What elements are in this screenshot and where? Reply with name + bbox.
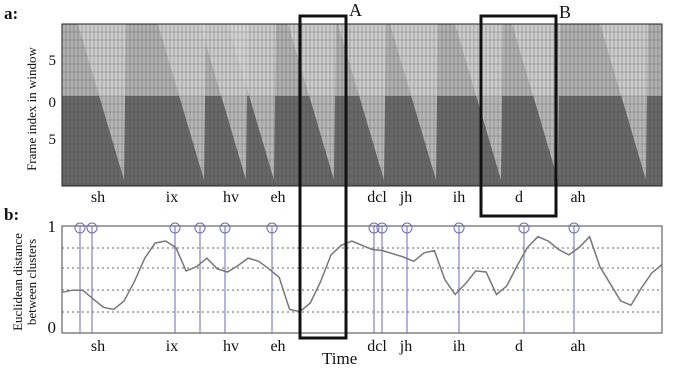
phone-boundary-marker [86, 222, 98, 234]
panel-b-phone: ah [570, 338, 586, 355]
panel-a-phone: ah [570, 189, 586, 206]
phone-boundary-marker [368, 222, 380, 234]
phone-boundary-marker [194, 222, 206, 234]
panel-b-phone: jh [399, 338, 413, 355]
phone-boundary-marker [568, 222, 580, 234]
panel-a-phone: jh [399, 189, 413, 206]
panel-a-streak [200, 24, 248, 180]
panel-b-ytick: 1 [47, 217, 57, 236]
panel-a-streak [600, 24, 648, 180]
panel-a-ytick: 5 [48, 132, 57, 148]
panel-a-streak [228, 24, 276, 180]
panel-b-plot [61, 222, 663, 334]
panel-b-phone: d [515, 338, 523, 355]
box-a-label: A [349, 0, 362, 20]
panel-a-ytick: 5 [48, 53, 57, 69]
panel-b-phone: ih [452, 338, 466, 355]
distance-curve [61, 235, 663, 313]
panel-a-plot [61, 23, 663, 187]
panel-b-phone: hv [223, 338, 239, 355]
panel-a-phone: dcl [367, 189, 387, 206]
panel-a-phone: eh [270, 189, 286, 206]
phone-boundary-marker [169, 222, 181, 234]
panel-a-phone: ix [165, 189, 179, 206]
panel-b-boundaries [74, 222, 580, 333]
panel-a-streak [512, 24, 560, 180]
box-a [298, 14, 348, 340]
box-b-label: B [559, 2, 572, 22]
phone-boundary-marker [518, 222, 530, 234]
phone-boundary-marker [266, 222, 278, 234]
phone-boundary-marker [401, 222, 413, 234]
panel-b-ylabel: Euclidean distance between clusters [10, 222, 39, 342]
panel-b-ytick: 0 [47, 318, 57, 337]
panel-a-phone: sh [90, 189, 106, 206]
panel-a-phone: hv [223, 189, 239, 206]
phone-boundary-marker [219, 222, 231, 234]
panel-b-phone: eh [270, 338, 286, 355]
panel-b-phone: dcl [367, 338, 387, 355]
phone-boundary-marker [74, 222, 86, 234]
panel-b-label: b: [4, 205, 20, 224]
panel-b-phone: ix [165, 338, 179, 355]
panel-a-phone: d [515, 189, 523, 206]
panel-b-frame [61, 225, 663, 334]
panel-b-phone: sh [90, 338, 106, 355]
panel-a-label: a: [4, 4, 19, 23]
panel-a-frame [61, 23, 663, 187]
panel-a-ytick: 0 [48, 95, 57, 111]
box-b [479, 14, 558, 218]
panel-a-ylabel: Frame index in window [24, 47, 39, 171]
phone-boundary-marker [376, 222, 388, 234]
panel-a-streak [455, 24, 503, 180]
panel-a-phone: ih [452, 189, 466, 206]
panel-b-xlabel: Time [322, 349, 358, 368]
panel-b-ylabel-line2: between clusters [24, 238, 39, 326]
panel-b-ylabel-line1: Euclidean distance [10, 233, 25, 331]
phone-boundary-marker [453, 222, 465, 234]
